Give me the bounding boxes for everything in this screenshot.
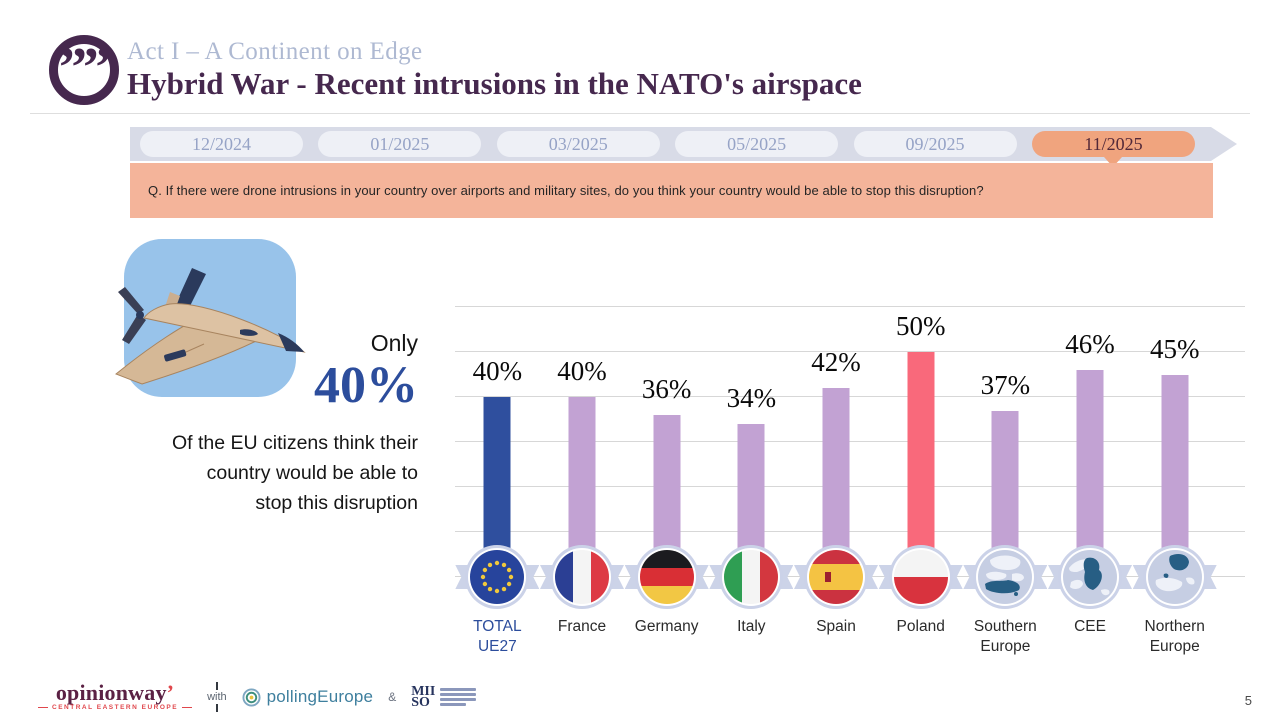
category-label: France xyxy=(557,618,607,635)
category-label: Poland xyxy=(896,618,945,635)
stat-value: 40% xyxy=(314,357,418,414)
bar-column-germany: 36% Germany xyxy=(624,262,709,635)
map-cee-icon xyxy=(1057,544,1123,610)
footer: opinionway’ CENTRAL EASTERN EUROPE with … xyxy=(38,680,477,712)
flag-spain-icon xyxy=(803,544,869,610)
flag-germany-icon xyxy=(634,544,700,610)
bar-column-northern-europe: 45% Northern Europe xyxy=(1132,262,1217,655)
timeline-item-05-2025[interactable]: 05/2025 xyxy=(675,131,839,157)
ampersand: & xyxy=(388,690,397,704)
flag-poland-icon xyxy=(888,544,954,610)
miiso-small-text-lines xyxy=(440,686,477,706)
opinionway-accent-mark: ’ xyxy=(166,680,175,705)
map-southern-europe-icon xyxy=(972,544,1038,610)
survey-question: Q. If there were drone intrusions in you… xyxy=(130,163,1213,218)
bar-value-label: 42% xyxy=(811,347,861,377)
category-label: Northern Europe xyxy=(1144,618,1205,655)
header-divider xyxy=(30,113,1250,114)
with-label: with xyxy=(207,682,227,712)
stat-description-line: stop this disruption xyxy=(255,491,418,514)
bar-column-southern-europe: 37% Southern Europe xyxy=(963,262,1048,655)
bar-column-poland: 50% Poland xyxy=(878,262,963,635)
timeline-pills: 12/2024 01/2025 03/2025 05/2025 09/2025 … xyxy=(140,127,1195,167)
bar-chart: 40% TOTAL UE27 40% France 36% Germany 34… xyxy=(455,262,1217,655)
page-number: 5 xyxy=(1244,693,1252,708)
flag-italy-icon xyxy=(718,544,784,610)
bar-column-cee: 46% CEE xyxy=(1048,262,1133,635)
stat-description-line: country would be able to xyxy=(206,461,418,484)
timeline: 12/2024 01/2025 03/2025 05/2025 09/2025 … xyxy=(130,127,1237,167)
bar-value-label: 37% xyxy=(980,369,1031,400)
quote-marks-icon: ”” xyxy=(59,37,111,99)
polling-europe-rings-icon xyxy=(242,687,261,707)
bar-value-label: 46% xyxy=(1065,329,1115,359)
bar-column-france: 40% France xyxy=(540,262,625,635)
bar-value-label: 40% xyxy=(557,356,607,386)
map-northern-europe-icon xyxy=(1142,544,1208,610)
page-title: Hybrid War - Recent intrusions in the NA… xyxy=(127,66,862,101)
section-kicker: Act I – A Continent on Edge xyxy=(127,38,423,65)
timeline-item-01-2025[interactable]: 01/2025 xyxy=(318,131,482,157)
timeline-item-09-2025[interactable]: 09/2025 xyxy=(853,131,1017,157)
opinionway-subtitle: CENTRAL EASTERN EUROPE xyxy=(38,704,192,711)
bar-value-label: 36% xyxy=(641,374,692,404)
miiso-wordmark-line1: MII xyxy=(411,684,436,699)
category-label: Southern Europe xyxy=(973,618,1037,655)
miiso-wordmark-line2: SO xyxy=(411,695,430,710)
bar-cee xyxy=(1076,370,1104,577)
bar-value-label: 40% xyxy=(472,356,523,386)
timeline-item-12-2024[interactable]: 12/2024 xyxy=(140,131,303,157)
flag-eu-icon xyxy=(464,544,530,610)
bar-column-total-ue27: 40% TOTAL UE27 xyxy=(455,262,540,655)
bar-value-label: 45% xyxy=(1149,333,1200,364)
stat-description: Of the EU citizens think their country w… xyxy=(110,428,418,518)
opinionway-logo: opinionway’ CENTRAL EASTERN EUROPE xyxy=(38,680,192,712)
category-label: CEE xyxy=(1074,618,1106,635)
bar-poland xyxy=(907,352,935,577)
polling-europe-logo: pollingEurope xyxy=(242,687,374,707)
timeline-item-11-2025-active[interactable]: 11/2025 xyxy=(1031,131,1195,167)
stat-description-line: Of the EU citizens think their xyxy=(171,431,418,454)
category-label: Spain xyxy=(816,618,856,635)
category-label: TOTAL UE27 xyxy=(473,618,522,655)
flag-france-icon xyxy=(549,544,615,610)
polling-europe-wordmark: pollingEurope xyxy=(266,687,374,706)
quote-icon: ”” xyxy=(49,35,119,105)
bar-column-italy: 34% Italy xyxy=(709,262,794,635)
drone-icon xyxy=(115,268,306,385)
stat-prefix: Only xyxy=(370,330,418,356)
timeline-item-03-2025[interactable]: 03/2025 xyxy=(496,131,660,157)
category-label: Italy xyxy=(737,618,766,635)
opinionway-wordmark: opinionway xyxy=(55,680,167,705)
bar-value-label: 50% xyxy=(895,311,946,341)
category-label: Germany xyxy=(634,618,699,635)
bar-column-spain: 42% Spain xyxy=(794,262,879,635)
key-stat-block: Only 40% Of the EU citizens think their … xyxy=(110,330,418,518)
bar-value-label: 34% xyxy=(726,383,777,413)
miiso-logo: MII SO xyxy=(411,684,477,710)
